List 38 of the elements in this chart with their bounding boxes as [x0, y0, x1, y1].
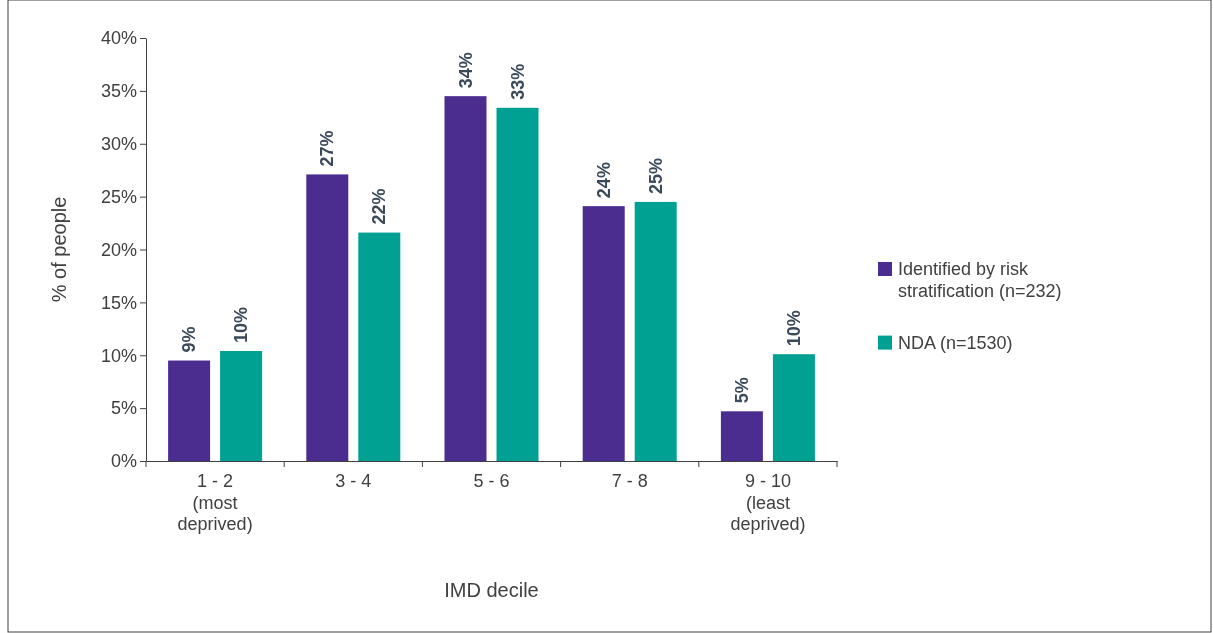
- data-label: 10%: [783, 310, 804, 347]
- y-tick-label: 25%: [100, 186, 137, 207]
- x-tick-label: 9 - 10 (least deprived): [730, 471, 806, 535]
- bar: [444, 96, 487, 461]
- data-label: 10%: [231, 306, 252, 344]
- bar: [634, 201, 677, 461]
- bar: [306, 174, 349, 461]
- data-label: 5%: [731, 377, 752, 404]
- legend-label: NDA (n=1530): [898, 332, 1013, 353]
- y-tick-label: 10%: [100, 345, 137, 366]
- x-tick-label: 7 - 8: [611, 471, 648, 491]
- bar: [496, 107, 539, 461]
- legend-label: Identified by risk stratification (n=232): [898, 259, 1062, 301]
- data-label: 9%: [179, 326, 200, 353]
- data-label: 27%: [317, 130, 338, 167]
- y-tick-label: 15%: [100, 292, 137, 313]
- data-label: 24%: [593, 162, 614, 199]
- data-label: 25%: [645, 157, 666, 194]
- data-label: 22%: [369, 188, 390, 225]
- bar: [582, 206, 625, 461]
- x-tick-label: 5 - 6: [473, 471, 510, 491]
- y-tick-label: 35%: [100, 81, 137, 102]
- y-tick-label: 20%: [100, 239, 137, 260]
- y-tick-label: 5%: [110, 398, 137, 419]
- data-label: 34%: [455, 52, 476, 89]
- y-tick-label: 40%: [100, 28, 137, 49]
- bar: [168, 360, 211, 461]
- data-label: 33%: [507, 63, 528, 100]
- x-tick-label: 1 - 2 (most deprived): [177, 471, 253, 535]
- bar: [772, 354, 815, 461]
- bar: [358, 232, 401, 461]
- x-tick-label: 3 - 4: [335, 471, 372, 491]
- x-axis-title: IMD decile: [444, 579, 539, 601]
- y-tick-label: 30%: [100, 134, 137, 155]
- y-tick-label: 0%: [110, 451, 137, 472]
- bar: [220, 351, 263, 461]
- bar: [720, 411, 763, 461]
- y-axis-title: % of people: [48, 196, 70, 303]
